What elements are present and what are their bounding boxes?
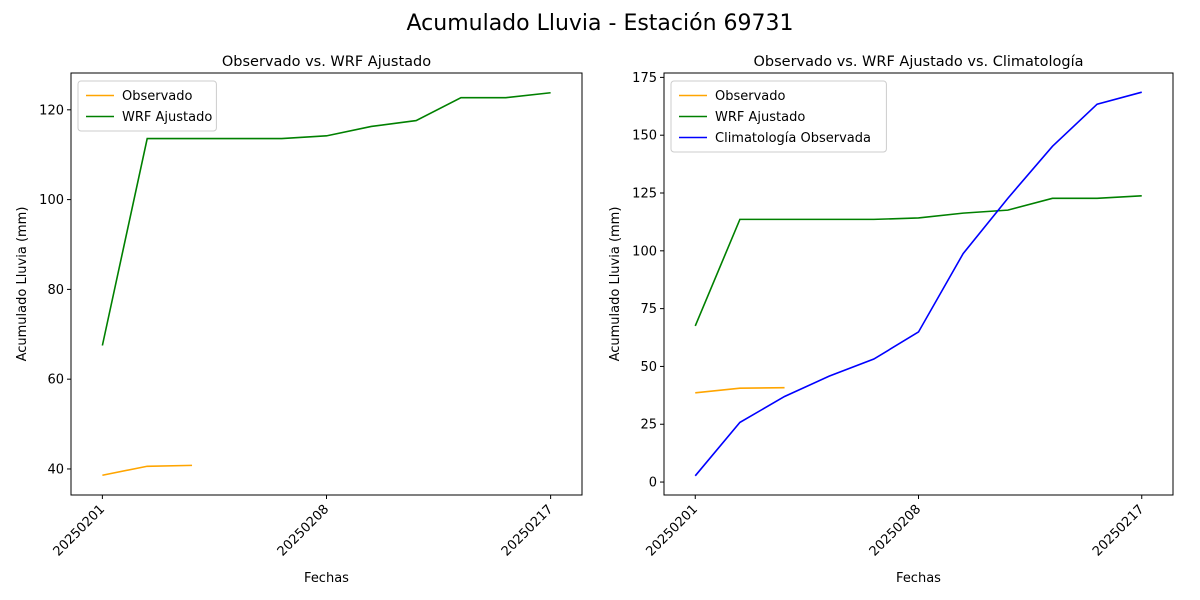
right-chart-legend-box — [670, 80, 887, 153]
left-chart-legend-box — [77, 80, 217, 132]
left-chart-ylabel: Acumulado Lluvia (mm) — [15, 207, 30, 362]
right-chart-y-tick-label: 50 — [640, 360, 657, 375]
right-chart-y-tick-label: 100 — [632, 244, 657, 259]
right-chart-legend-label: Climatología Observada — [715, 131, 871, 146]
right-chart-ylabel: Acumulado Lluvia (mm) — [608, 207, 623, 362]
right-chart-y-tick-label: 125 — [632, 187, 657, 202]
right-chart-series-line-wrf-ajustado — [694, 194, 1142, 327]
left-chart-legend: Observado WRF Ajustado — [77, 80, 217, 132]
figure-suptitle: Acumulado Lluvia - Estación 69731 — [407, 11, 794, 36]
left-chart-y-tick-label: 80 — [47, 283, 64, 298]
left-chart-xlabel: Fechas — [304, 571, 349, 586]
left-chart-series-line-wrf-ajustado — [101, 91, 551, 346]
right-chart-y-tick-label: 25 — [640, 418, 657, 433]
right-chart-series-line-climatolog-a-observada — [694, 91, 1142, 477]
right-chart-legend-label: Observado — [715, 89, 786, 104]
right-chart-y-tick-label: 150 — [632, 129, 657, 144]
right-chart-legend-label: WRF Ajustado — [715, 110, 805, 125]
right-chart-title: Observado vs. WRF Ajustado vs. Climatolo… — [754, 54, 1084, 70]
left-chart-series-line-observado — [102, 464, 193, 477]
left-chart-y-tick-label: 60 — [47, 373, 64, 388]
left-chart-y-tick-label: 40 — [47, 462, 64, 477]
left-chart-legend-label: WRF Ajustado — [122, 110, 212, 125]
right-chart-xlabel: Fechas — [896, 571, 941, 586]
right-chart-y-tick-label: 75 — [640, 302, 657, 317]
right-chart-y-tick-label: 175 — [632, 71, 657, 86]
left-chart-legend-label: Observado — [122, 89, 193, 104]
left-chart-title: Observado vs. WRF Ajustado — [222, 54, 431, 70]
right-chart-series-line-observado — [695, 386, 785, 394]
right-chart-y-tick-label: 0 — [649, 476, 657, 491]
right-chart-legend: Observado WRF Ajustado Climatología Observ… — [670, 80, 887, 153]
left-chart-y-tick-label: 100 — [39, 193, 64, 208]
left-chart-y-tick-label: 120 — [39, 103, 64, 118]
